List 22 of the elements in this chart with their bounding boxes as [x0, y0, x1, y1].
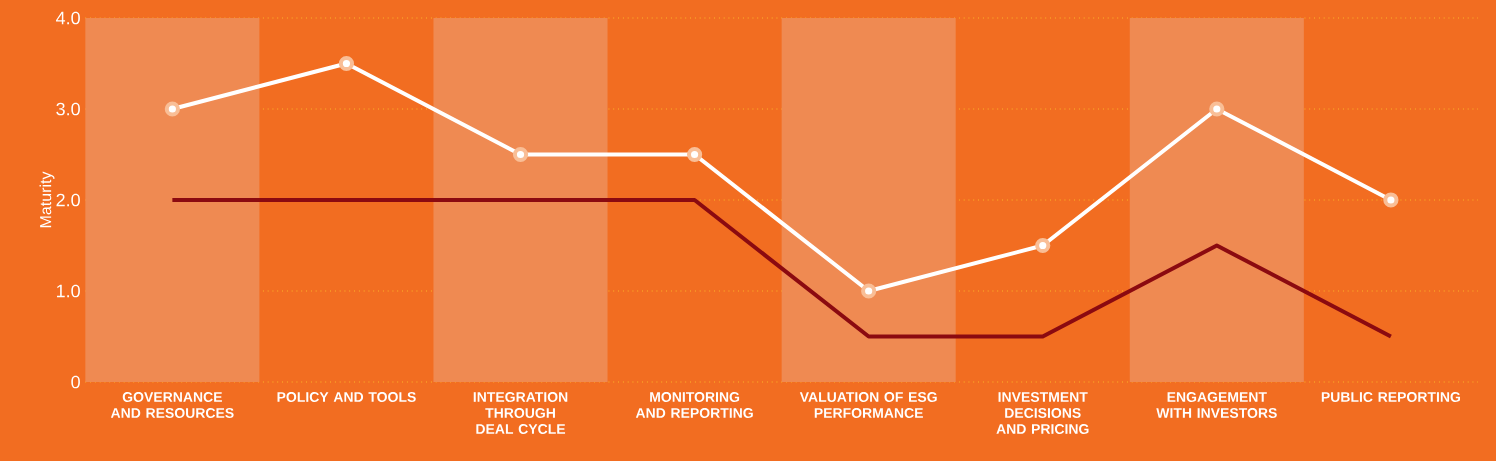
point	[861, 283, 877, 299]
x-tick-label: INTEGRATION THROUGH DEAL CYCLE	[473, 392, 568, 434]
x-tick-label: PUBLIC REPORTING	[1321, 392, 1461, 402]
y-tick-label: 4.0	[56, 11, 80, 25]
y-tick-label: 1.0	[56, 284, 80, 298]
point	[338, 55, 355, 72]
x-tick-label: VALUATION OF ESG PERFORMANCE	[799, 392, 937, 418]
point	[687, 146, 703, 163]
point	[1209, 101, 1225, 117]
y-axis-title: Maturity	[39, 171, 55, 228]
x-tick-label: INVESTMENT DECISIONS AND PRICING	[996, 392, 1089, 434]
point	[164, 101, 180, 117]
point	[1035, 237, 1051, 254]
y-tick-label: 2.0	[56, 193, 80, 207]
x-tick-label: POLICY AND TOOLS	[277, 392, 416, 402]
y-tick-label: 3.0	[56, 102, 80, 116]
point	[512, 146, 529, 163]
x-tick-label: ENGAGEMENT WITH INVESTORS	[1156, 392, 1277, 418]
y-tick-label: 0	[71, 375, 80, 389]
point	[1383, 192, 1399, 208]
x-tick-label: GOVERNANCE AND RESOURCES	[110, 392, 234, 418]
x-tick-label: MONITORING AND REPORTING	[635, 392, 753, 418]
